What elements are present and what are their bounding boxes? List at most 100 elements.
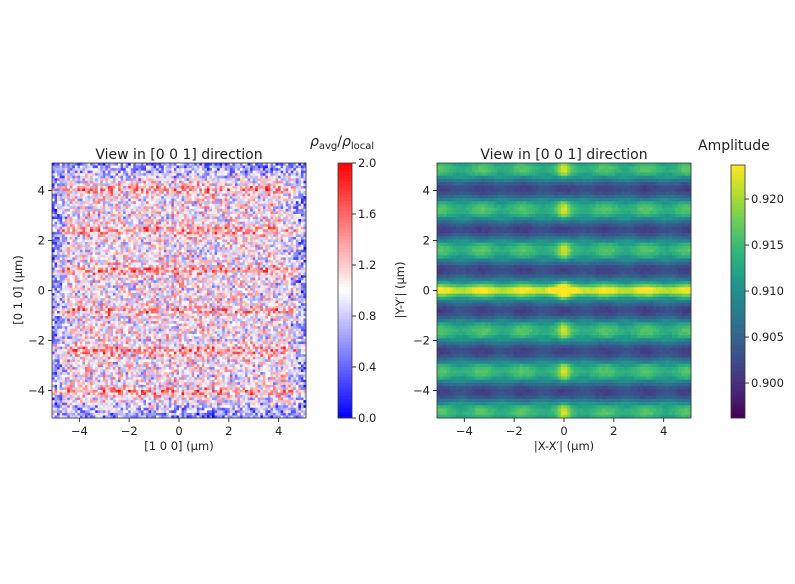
heatmap-cell <box>209 242 213 245</box>
heatmap-cell <box>130 219 134 223</box>
heatmap-cell <box>250 211 254 215</box>
heatmap-cell <box>239 196 243 200</box>
heatmap-cell <box>280 272 284 276</box>
heatmap-cell <box>293 165 297 169</box>
heatmap-cell <box>275 275 279 279</box>
heatmap-cell <box>303 275 307 279</box>
heatmap-cell <box>95 270 99 274</box>
heatmap-cell <box>191 178 195 182</box>
heatmap-cell <box>252 226 256 230</box>
heatmap-cell <box>204 185 208 189</box>
heatmap-cell <box>239 282 243 286</box>
heatmap-cell <box>267 224 271 228</box>
heatmap-cell <box>87 282 91 286</box>
heatmap-cell <box>151 257 154 261</box>
heatmap-cell <box>100 272 104 276</box>
heatmap-cell <box>171 287 175 291</box>
heatmap-cell <box>247 229 251 233</box>
heatmap-cell <box>62 280 66 284</box>
heatmap-cell <box>214 193 218 197</box>
heatmap-cell <box>295 262 299 266</box>
heatmap-cell <box>285 239 289 243</box>
heatmap-cell <box>153 219 157 223</box>
heatmap-cell <box>285 252 289 256</box>
heatmap-cell <box>201 201 205 205</box>
heatmap-cell <box>237 247 241 251</box>
heatmap-cell <box>224 244 228 248</box>
heatmap-cell <box>288 257 292 261</box>
heatmap-cell <box>245 270 248 274</box>
heatmap-cell <box>196 165 200 169</box>
heatmap-cell <box>280 173 284 177</box>
heatmap-cell <box>130 265 134 268</box>
heatmap-cell <box>57 285 61 289</box>
heatmap-cell <box>278 236 281 240</box>
heatmap-cell <box>77 280 81 284</box>
heatmap-cell <box>151 287 154 291</box>
heatmap-cell <box>186 236 190 240</box>
heatmap-cell <box>107 257 111 261</box>
heatmap-cell <box>151 267 154 271</box>
heatmap-cell <box>272 277 276 281</box>
heatmap-cell <box>95 165 99 169</box>
heatmap-cell <box>298 242 302 245</box>
heatmap-cell <box>201 175 205 179</box>
heatmap-cell <box>288 234 292 238</box>
heatmap-cell <box>118 175 121 179</box>
heatmap-cell <box>158 242 162 245</box>
heatmap-cell <box>227 285 231 289</box>
heatmap-cell <box>227 254 231 258</box>
heatmap-cell <box>262 178 266 182</box>
heatmap-cell <box>166 211 170 215</box>
heatmap-cell <box>112 244 116 248</box>
heatmap-cell <box>255 211 259 215</box>
heatmap-cell <box>303 168 307 172</box>
heatmap-cell <box>54 221 58 225</box>
heatmap-cell <box>156 267 160 271</box>
heatmap-cell <box>171 178 175 182</box>
heatmap-cell <box>166 219 170 223</box>
heatmap-cell <box>199 244 203 248</box>
heatmap-cell <box>257 193 261 197</box>
heatmap-cell <box>285 229 289 233</box>
heatmap-cell <box>242 221 246 225</box>
heatmap-cell <box>92 163 96 166</box>
heatmap-cell <box>250 236 254 240</box>
heatmap-cell <box>278 185 281 189</box>
heatmap-cell <box>280 236 284 240</box>
heatmap-cell <box>288 224 292 228</box>
heatmap-cell <box>72 239 76 243</box>
heatmap-cell <box>242 259 246 263</box>
heatmap-cell <box>145 287 149 291</box>
heatmap-cell <box>110 247 114 251</box>
heatmap-cell <box>181 214 185 217</box>
heatmap-cell <box>245 265 248 268</box>
heatmap-cell <box>85 236 88 240</box>
heatmap-cell <box>181 208 185 212</box>
heatmap-cell <box>179 242 182 245</box>
heatmap-cell <box>288 183 292 187</box>
heatmap-cell <box>227 214 231 217</box>
heatmap-cell <box>59 257 63 261</box>
heatmap-cell <box>69 231 73 235</box>
heatmap-cell <box>204 280 208 284</box>
heatmap-cell <box>57 272 61 276</box>
heatmap-cell <box>85 201 88 205</box>
heatmap-cell <box>196 219 200 223</box>
heatmap-cell <box>90 173 94 177</box>
heatmap-cell <box>186 168 190 172</box>
heatmap-cell <box>54 193 58 197</box>
heatmap-cell <box>107 221 111 225</box>
heatmap-cell <box>184 229 188 233</box>
heatmap-cell <box>74 277 78 281</box>
heatmap-cell <box>204 270 208 274</box>
heatmap-cell <box>260 173 264 177</box>
heatmap-cell <box>77 239 81 243</box>
heatmap-cell <box>79 219 83 223</box>
heatmap-cell <box>298 219 302 223</box>
heatmap-cell <box>242 254 246 258</box>
heatmap-cell <box>219 285 223 289</box>
heatmap-cell <box>227 259 231 263</box>
heatmap-cell <box>145 196 149 200</box>
heatmap-cell <box>298 188 302 192</box>
